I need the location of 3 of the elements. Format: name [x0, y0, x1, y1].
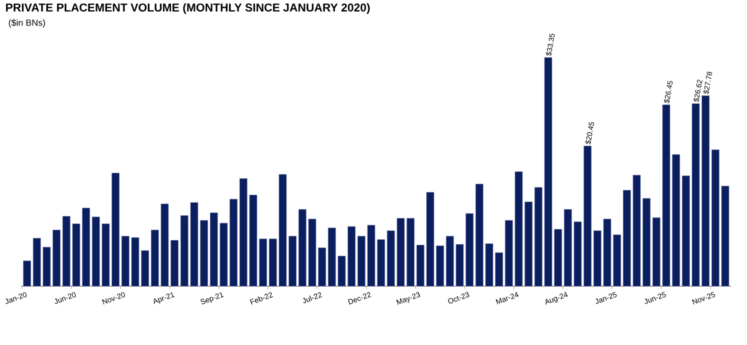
- chart-title: PRIVATE PLACEMENT VOLUME (MONTHLY SINCE JANUARY 2020): [6, 3, 370, 14]
- chart-subtitle: ($in BNs): [8, 19, 46, 28]
- bar: [23, 260, 31, 286]
